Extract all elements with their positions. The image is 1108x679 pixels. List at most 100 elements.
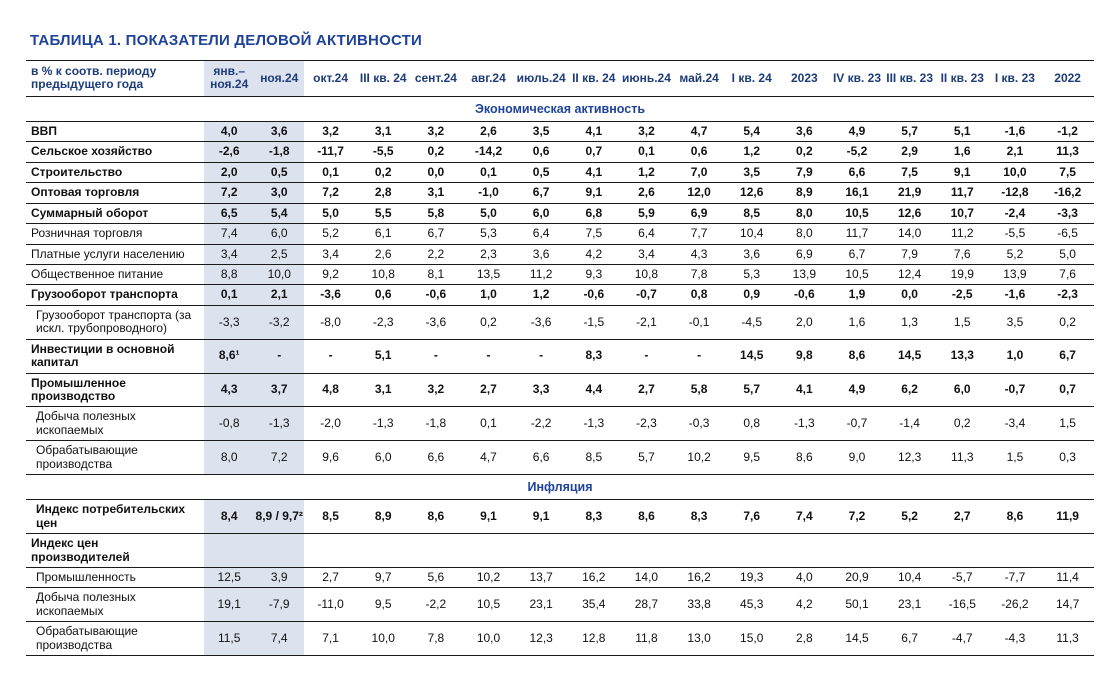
table-cell: 5,2 [901, 508, 918, 523]
table-cell: - [328, 348, 333, 363]
table-cell: 3,5 [1006, 314, 1024, 329]
table-cell: 8,3 [585, 348, 603, 363]
table-cell: 28,7 [634, 597, 659, 612]
table-cell: 0,5 [532, 164, 550, 179]
table-cell: 3,7 [254, 373, 305, 407]
table-cell: 11,9 [1056, 508, 1079, 523]
table-cell: -1,5 [583, 314, 605, 329]
table-cell [410, 534, 463, 568]
table-cell [254, 533, 305, 568]
table-cell: 5,6 [427, 569, 445, 584]
table-cell [989, 534, 1042, 568]
table-cell: 7,2 [254, 440, 305, 475]
table-cell: 4,7 [480, 450, 497, 465]
table-cell: 0,0 [901, 287, 918, 302]
table-cell: 3,2 [427, 382, 445, 397]
table-cell: 7,2 [848, 508, 866, 523]
table-cell: -4,7 [951, 630, 973, 645]
table-cell [567, 534, 620, 568]
table-cell: 6,4 [532, 226, 550, 241]
table-cell: 23,1 [529, 597, 553, 612]
table-cell: 5,4 [254, 203, 305, 224]
table-cell: 4,9 [848, 123, 866, 138]
column-header: 2023 [791, 70, 818, 85]
table-cell: 13,7 [529, 569, 553, 584]
table-cell: 10,8 [371, 266, 395, 281]
table-cell: 4,1 [585, 164, 603, 179]
table-cell: 5,7 [638, 450, 655, 465]
table-cell: 6,9 [690, 205, 708, 220]
table-row: Промышленное производство 4,3 3,7 4,8 3,1 3,2… [26, 373, 1094, 407]
table-cell [204, 533, 255, 568]
table-cell [515, 534, 568, 568]
table-cell: 5,7 [743, 382, 761, 397]
table-row: Индекс потребительских цен 8,4 8,9 / 9,7² 8… [26, 499, 1094, 534]
table-cell: -2,3 [1057, 287, 1078, 302]
table-cell: -3,3 [1057, 205, 1078, 220]
table-cell: -2,2 [425, 597, 447, 612]
table-cell: -1,4 [899, 416, 920, 431]
table-cell: 4,4 [585, 382, 603, 397]
table-cell: 0,1 [638, 144, 655, 159]
table-cell: 1,5 [1059, 416, 1076, 431]
table-cell: 2,7 [953, 508, 971, 523]
table-cell: 12,4 [897, 266, 922, 281]
table-cell: 7,6 [1059, 266, 1076, 281]
table-cell: 7,9 [901, 246, 918, 261]
column-header: ноя.24 [254, 60, 305, 97]
table-cell: 11,3 [951, 450, 974, 465]
table-cell: 11,7 [950, 185, 974, 200]
table-cell: -1,8 [425, 416, 447, 431]
table-cell: 5,2 [1006, 246, 1024, 261]
table-cell: -8,0 [320, 314, 341, 329]
table-cell: 3,6 [796, 123, 813, 138]
table-cell: 14,5 [897, 348, 922, 363]
table-cell: 6,8 [585, 205, 603, 220]
table-cell: 9,5 [743, 450, 761, 465]
table-title: ТАБЛИЦА 1. ПОКАЗАТЕЛИ ДЕЛОВОЙ АКТИВНОСТИ [30, 32, 422, 49]
table-cell: 0,2 [427, 144, 445, 159]
row-label: Суммарный оборот [31, 205, 149, 220]
table-cell: - [254, 339, 305, 374]
table-cell: 3,2 [638, 123, 655, 138]
table-cell: 7,6 [953, 246, 971, 261]
table-cell: 6,5 [204, 203, 255, 224]
table-cell: 0,1 [322, 164, 339, 179]
row-label: Розничная торговля [31, 226, 143, 241]
table-cell: 19,3 [740, 569, 764, 584]
table-cell: 6,0 [532, 205, 550, 220]
table-cell: 4,2 [796, 597, 813, 612]
table-cell: 5,1 [374, 348, 392, 363]
section-row: Экономическая активность [26, 96, 1094, 122]
table-cell: 10,0 [254, 264, 305, 285]
table-cell: 5,0 [322, 205, 339, 220]
table-row: Добыча полезных ископаемых -0,8 -1,3 -2,0 -1… [26, 406, 1094, 441]
table-cell: - [486, 348, 491, 363]
table-cell: -1,3 [372, 416, 394, 431]
table-cell: 8,6 [848, 348, 866, 363]
table-cell: 20,9 [845, 569, 869, 584]
table-cell: 8,6 [427, 508, 445, 523]
table-cell: 7,5 [1059, 164, 1076, 179]
table-row: Грузооборот транспорта 0,1 2,1 -3,6 0,6 -0,6 1… [26, 284, 1094, 306]
table-cell: 8,9 [796, 185, 813, 200]
table-cell: 2,0 [204, 162, 255, 183]
table-cell: 7,4 [796, 508, 813, 523]
table-cell: 2,8 [796, 630, 813, 645]
table-cell: 16,1 [845, 185, 869, 200]
table-cell: 11,4 [1056, 569, 1079, 584]
table-cell: 2,1 [1006, 144, 1024, 159]
table-cell [304, 534, 357, 568]
table-cell: 3,5 [532, 123, 550, 138]
table-cell: 5,3 [743, 266, 761, 281]
table-cell: -5,5 [372, 144, 394, 159]
table-cell [462, 534, 515, 568]
table-row: Обрабатывающие производства 11,5 7,4 7,1 10,… [26, 621, 1094, 656]
table-cell: 9,1 [585, 185, 603, 200]
table-cell: 6,1 [374, 226, 392, 241]
column-header: 2022 [1054, 70, 1081, 85]
table-cell: 23,1 [897, 597, 922, 612]
column-header: IV кв. 23 [832, 70, 882, 85]
table-cell: 2,3 [480, 246, 497, 261]
table-cell: 9,5 [374, 597, 392, 612]
